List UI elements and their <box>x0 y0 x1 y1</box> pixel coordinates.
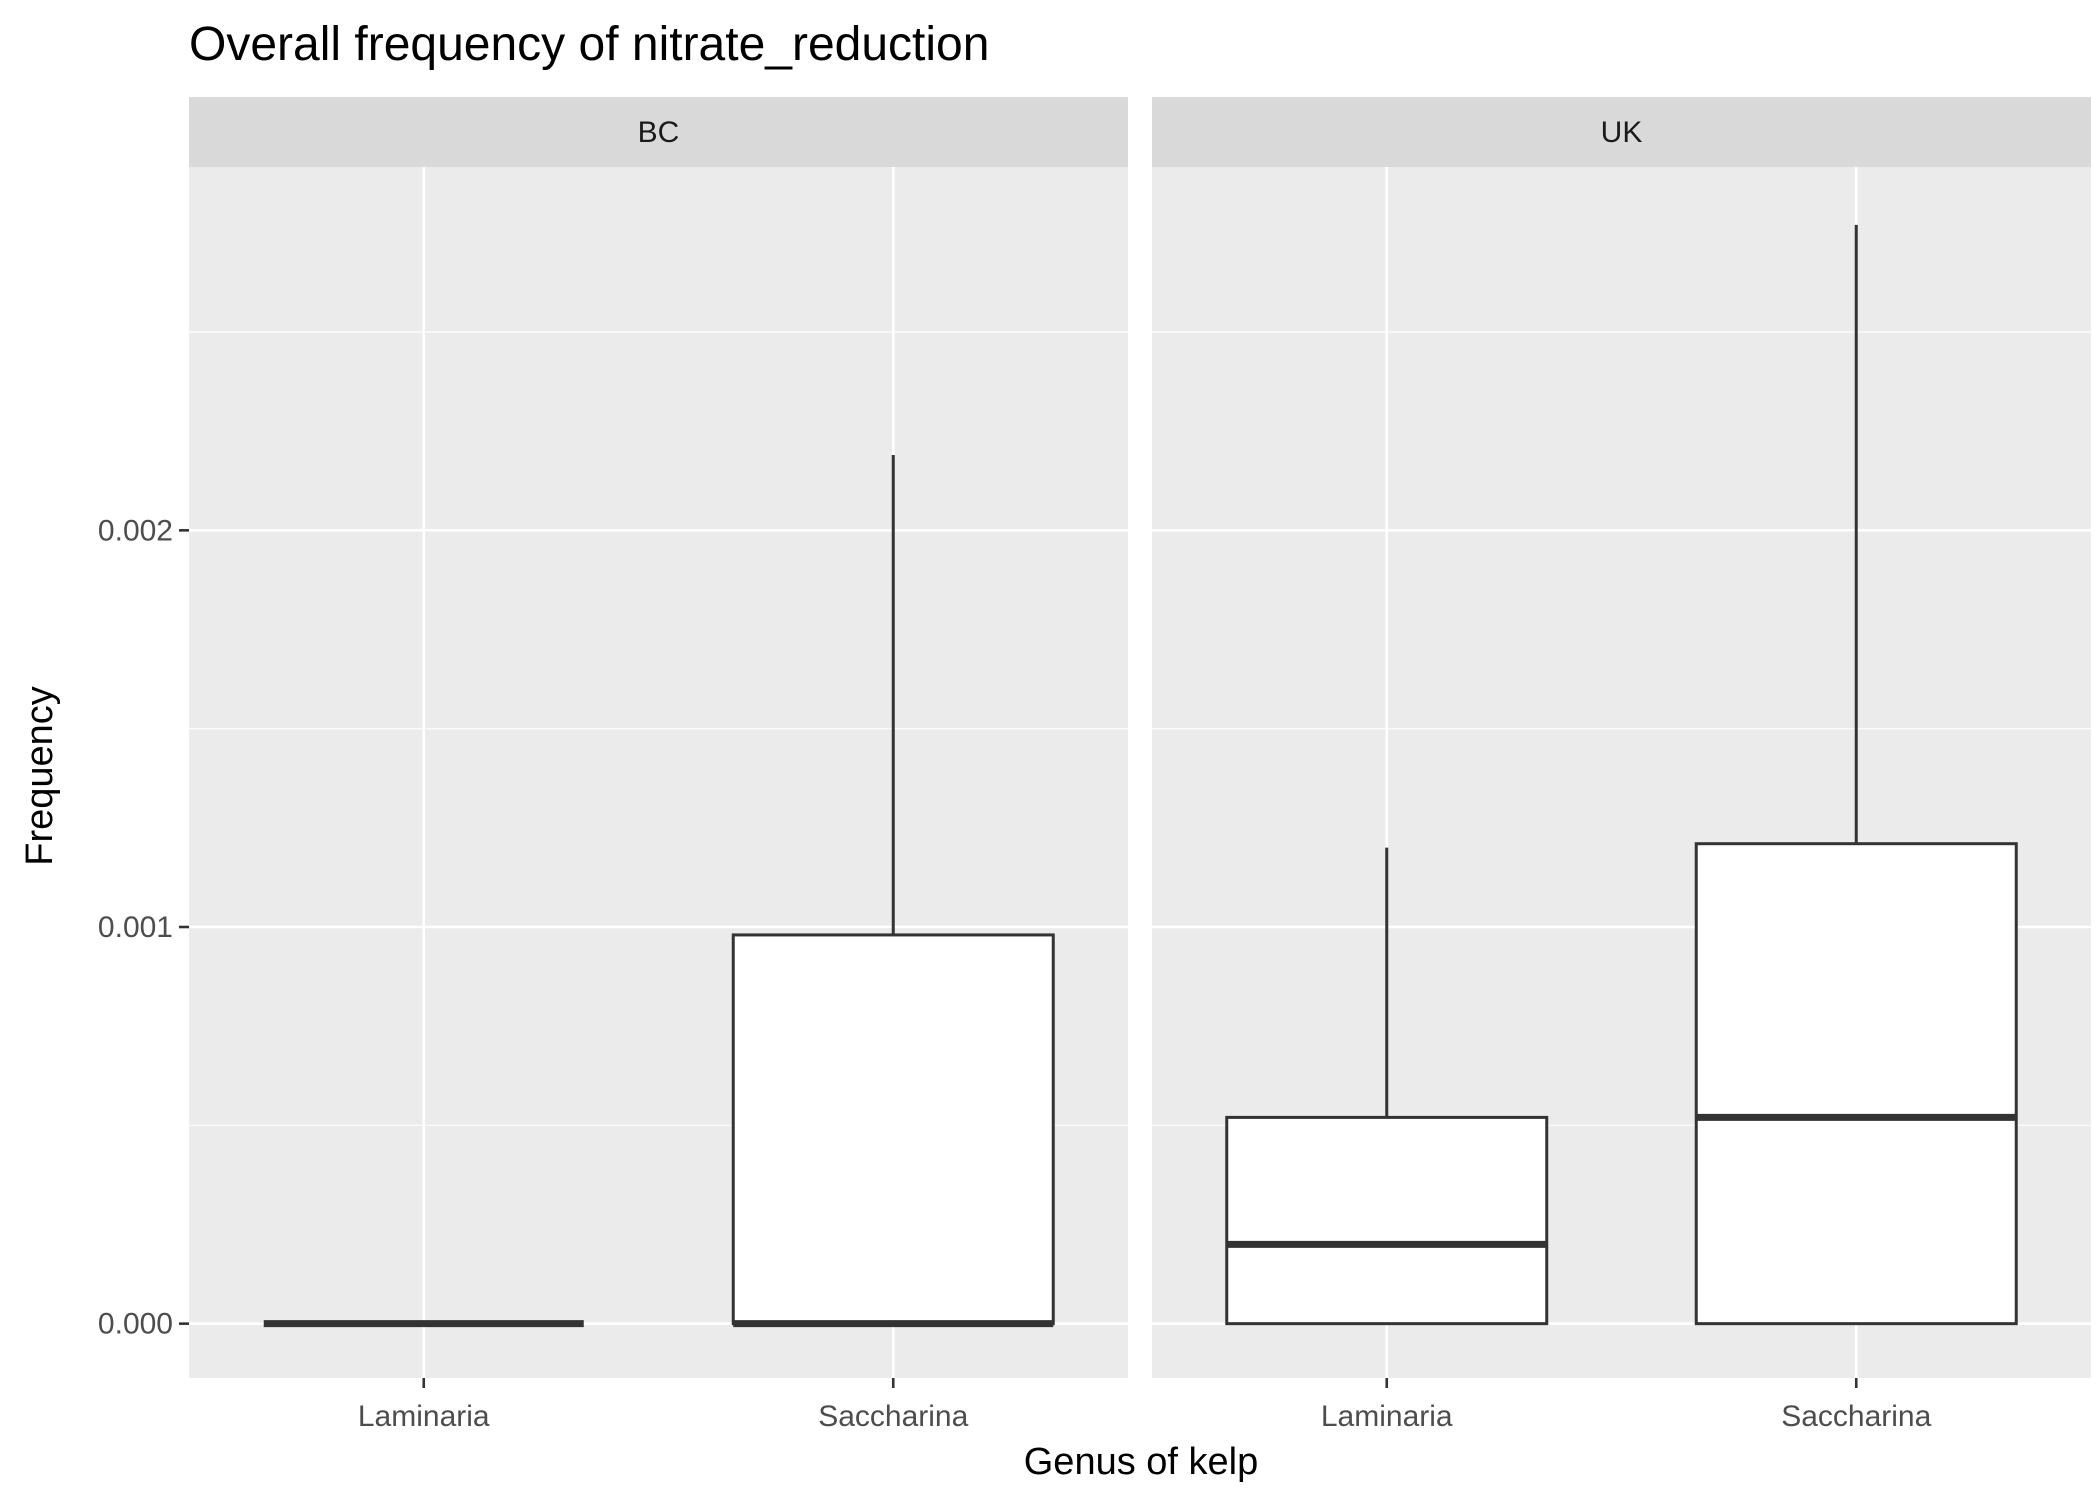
y-axis-title: Frequency <box>19 686 61 866</box>
x-tick-label: Laminaria <box>1321 1400 1453 1433</box>
box-body <box>731 933 1055 1326</box>
facet-strip-label: BC <box>638 116 680 149</box>
facet-strip-label: UK <box>1601 116 1643 149</box>
y-tick-label: 0.000 <box>98 1308 173 1341</box>
x-tick-label: Saccharina <box>818 1400 968 1433</box>
y-axis: 0.000 0.001 0.002 <box>98 514 189 1341</box>
chart-title: Overall frequency of nitrate_reduction <box>189 18 989 71</box>
facet-panel-uk: UK Laminaria Saccharina <box>1152 97 2091 1433</box>
box-saccharina <box>731 454 1055 1328</box>
box-saccharina <box>1694 224 2018 1326</box>
facet-panel-bc: BC Laminaria Saccharina <box>189 97 1128 1433</box>
x-tick-label: Saccharina <box>1781 1400 1931 1433</box>
box-body <box>1694 842 2018 1326</box>
x-tick-label: Laminaria <box>358 1400 490 1433</box>
facet-panels: BC Laminaria Saccharina UK Laminaria Sacchari… <box>189 97 2091 1433</box>
facet-strip <box>1152 97 2091 167</box>
y-tick-label: 0.002 <box>98 514 173 547</box>
box-laminaria <box>1225 847 1549 1326</box>
facet-strip <box>189 97 1128 167</box>
box-body <box>1225 1115 1549 1326</box>
y-tick-label: 0.001 <box>98 911 173 944</box>
x-axis-title: Genus of kelp <box>1024 1441 1258 1483</box>
